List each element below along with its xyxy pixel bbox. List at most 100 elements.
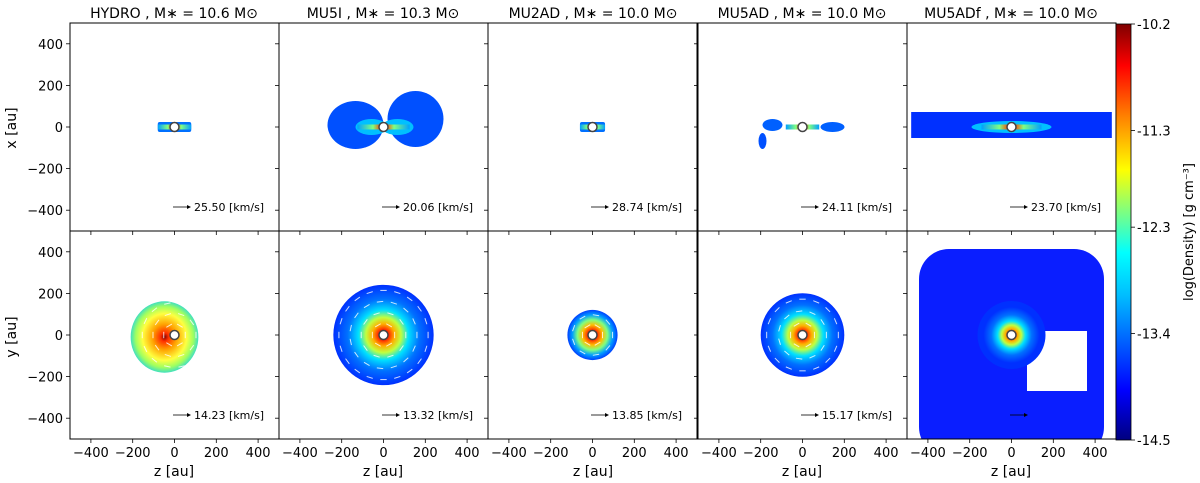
ytick-label: 200: [38, 79, 63, 94]
velocity-vector: [417, 305, 422, 312]
panel-title: MU5ADf , M∗ = 10.0 M⊙: [924, 6, 1098, 22]
velocity-vector: [394, 291, 401, 295]
velocity-vector: [833, 318, 838, 325]
velocity-vector: [793, 322, 800, 327]
velocity-vector: [176, 342, 183, 347]
velocity-scale-arrowhead: [187, 205, 191, 209]
velocity-scale-arrowhead: [605, 205, 609, 209]
xtick-label: −200: [533, 446, 569, 461]
velocity-vector: [386, 323, 393, 328]
panel-title: HYDRO , M∗ = 10.6 M⊙: [90, 6, 258, 22]
velocity-vector: [767, 318, 772, 325]
velocity-vector: [793, 343, 800, 348]
panel: 14.23 [km/s] −400 −200 0 200 400 −400 −200 0 200 4…: [27, 230, 280, 461]
velocity-scale-label: 15.17 [km/s]: [822, 409, 892, 422]
panel-content: [333, 284, 434, 386]
velocity-scale-arrowhead: [396, 205, 400, 209]
sink-particle-marker: [1006, 329, 1017, 341]
velocity-scale-arrowhead: [396, 413, 400, 417]
velocity-vector: [592, 314, 600, 317]
panel-content: [911, 112, 1112, 138]
panel-content: [157, 121, 192, 133]
velocity-vector: [373, 312, 380, 316]
panel-titles: HYDRO , M∗ = 10.6 M⊙ MU5I , M∗ = 10.3 M⊙…: [90, 6, 1098, 22]
sink-particle-marker: [587, 121, 598, 133]
xtick-label: 400: [874, 446, 899, 461]
xtick-label: −400: [701, 446, 737, 461]
velocity-vector: [151, 307, 158, 313]
velocity-scale-label: 20.06 [km/s]: [403, 201, 473, 214]
panel-content: [579, 121, 606, 133]
sink-particle-marker: [169, 121, 180, 133]
velocity-vector: [605, 345, 611, 351]
density-lobe: [820, 122, 845, 132]
xtick-label: 200: [622, 446, 647, 461]
panel-content: [567, 309, 618, 361]
xtick-label: −200: [115, 446, 151, 461]
panel-content: [758, 119, 845, 149]
panel-content: [327, 91, 444, 149]
xtick-label: 200: [204, 446, 229, 461]
velocity-vector: [345, 305, 350, 312]
row-ylabel-top: x [au]: [4, 107, 20, 148]
xtick-label: 0: [798, 446, 806, 461]
velocity-vector: [201, 345, 206, 353]
xlabel: z [au]: [154, 464, 194, 480]
colorbar: -10.2 -11.3 -12.3 -13.4 -14.5 log(Density) […: [1115, 18, 1197, 449]
velocity-scale-label: 13.32 [km/s]: [403, 409, 473, 422]
velocity-scale-label: 24.11 [km/s]: [822, 201, 892, 214]
velocity-vector: [366, 291, 373, 295]
velocity-vector: [594, 341, 601, 346]
velocity-vector: [592, 353, 600, 356]
velocity-vector: [825, 307, 831, 313]
colorbar-tick-label: -11.3: [1137, 124, 1171, 139]
xtick-label: 200: [1041, 446, 1066, 461]
ytick-label: 0: [55, 329, 63, 344]
colorbar-label: log(Density) [g cm⁻³]: [1182, 163, 1197, 301]
xtick-label: 0: [588, 446, 596, 461]
panel: 28.74 [km/s]: [484, 22, 698, 235]
colorbar-ticks: -10.2 -11.3 -12.3 -13.4 -14.5: [1131, 18, 1171, 449]
colorbar-tick-label: -12.3: [1137, 221, 1171, 236]
velocity-vector: [166, 342, 173, 347]
xtick-label: −200: [743, 446, 779, 461]
velocity-vector: [363, 361, 370, 366]
panel: 15.17 [km/s] −400 −200 0 200 400: [694, 230, 908, 461]
velocity-scale-label: 13.85 [km/s]: [612, 409, 682, 422]
velocity-vector: [805, 343, 812, 348]
colorbar-gradient: [1115, 23, 1132, 441]
velocity-vector: [784, 314, 790, 320]
velocity-vector: [143, 345, 148, 353]
velocity-vector: [579, 350, 586, 355]
velocity-vector: [778, 325, 781, 332]
xtick-label: −200: [324, 446, 360, 461]
ytick-label: 0: [55, 121, 63, 136]
panel-title: MU2AD , M∗ = 10.0 M⊙: [509, 6, 678, 22]
velocity-vector: [579, 315, 586, 320]
velocity-vector: [406, 368, 413, 374]
velocity-vector: [354, 312, 359, 319]
velocity-vector: [820, 344, 825, 351]
row-ylabel-bottom: y [au]: [4, 316, 20, 357]
xtick-label: 400: [1083, 446, 1108, 461]
xlabel: z [au]: [991, 464, 1031, 480]
velocity-vector: [345, 358, 350, 365]
velocity-vector: [178, 302, 185, 305]
ytick-label: −400: [27, 204, 63, 219]
panel-content: [919, 249, 1104, 439]
velocity-scale-label: 28.74 [km/s]: [612, 201, 682, 214]
velocity-vector: [424, 318, 428, 325]
panel: 20.06 [km/s]: [275, 22, 489, 235]
velocity-vector: [774, 307, 780, 313]
velocity-vector: [189, 344, 195, 351]
panel-grid: 25.50 [km/s] −400 −200 0 200 400 20.06 [km/s] 2…: [27, 22, 1117, 461]
velocity-vector: [399, 319, 404, 325]
sink-particle-marker: [587, 329, 598, 341]
sink-particle-marker: [378, 329, 389, 341]
ytick-label: 200: [38, 287, 63, 302]
velocity-vector: [339, 345, 343, 352]
velocity-vector: [376, 300, 384, 303]
xlabel: z [au]: [782, 464, 822, 480]
velocity-vector: [354, 368, 361, 374]
